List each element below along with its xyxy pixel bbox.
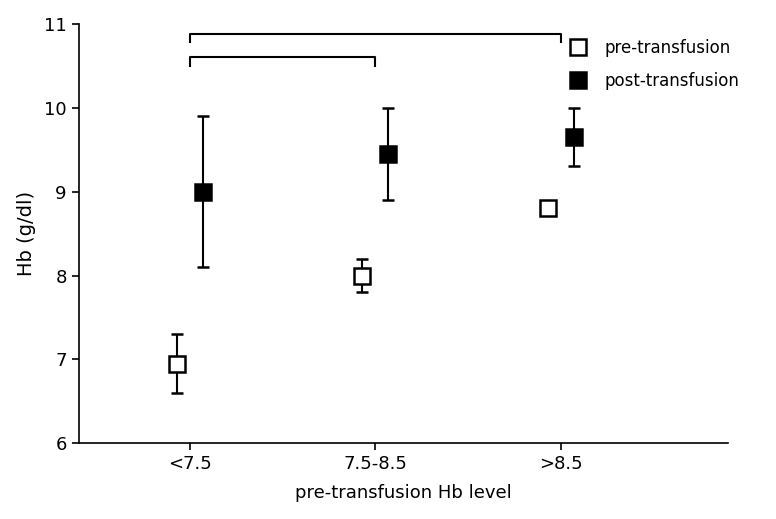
X-axis label: pre-transfusion Hb level: pre-transfusion Hb level	[295, 484, 511, 502]
Y-axis label: Hb (g/dl): Hb (g/dl)	[16, 191, 36, 276]
Legend: pre-transfusion, post-transfusion: pre-transfusion, post-transfusion	[554, 32, 746, 97]
